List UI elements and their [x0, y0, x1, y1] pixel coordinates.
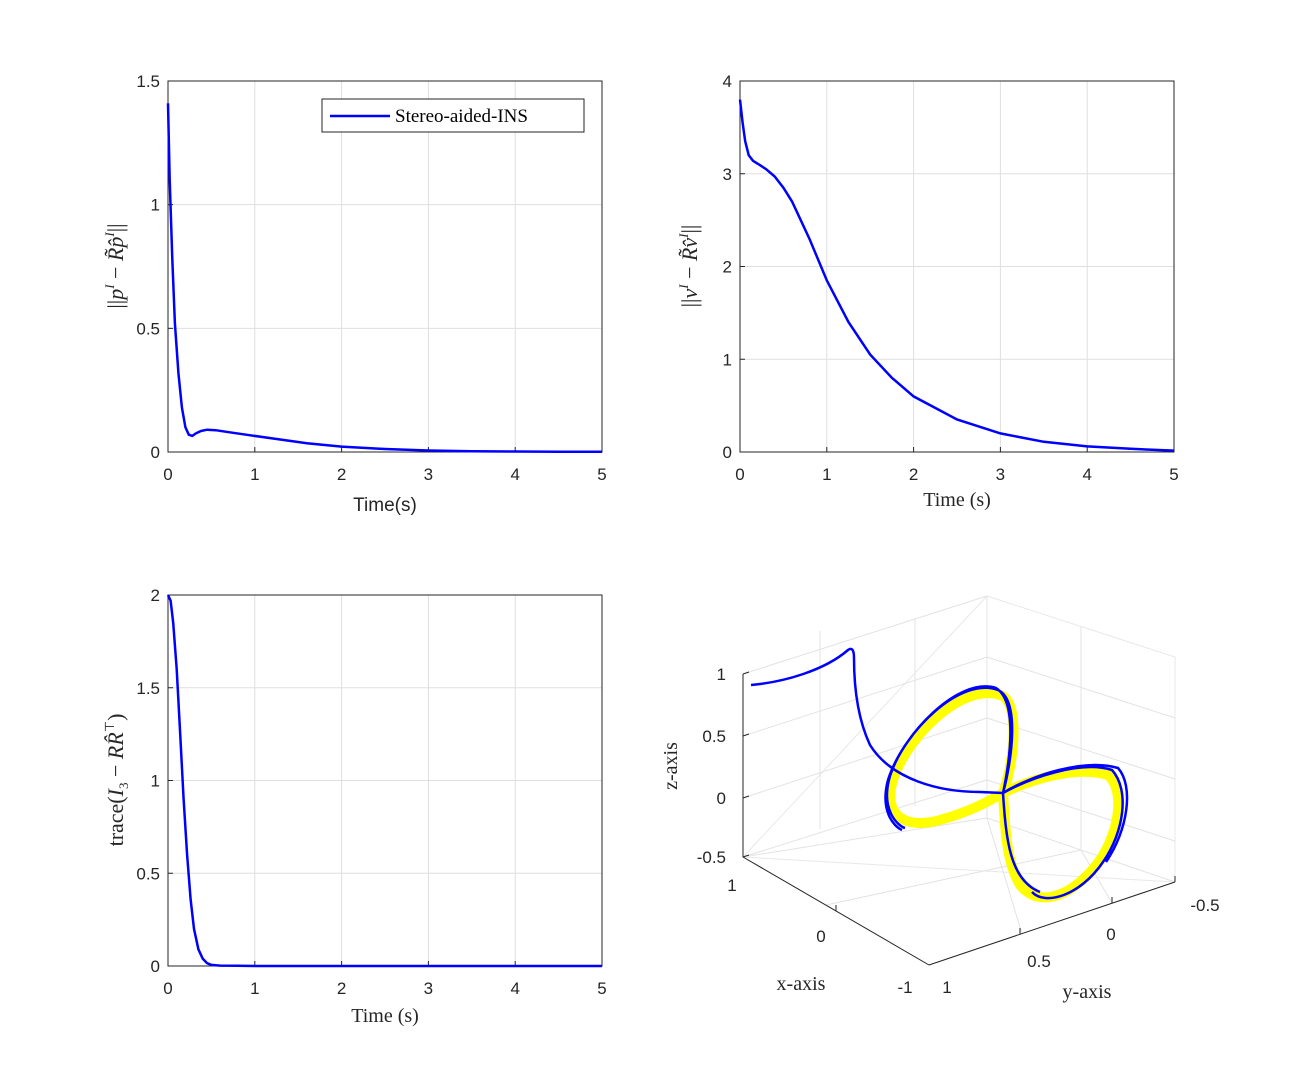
z-tick-label: 0.5 [702, 727, 726, 746]
panel-velocity-error: 0 1 2 3 4 5 0 1 2 3 4 Time (s) ||vI − R̃v̂I|| [676, 72, 1179, 511]
x-tick-label: 5 [1169, 465, 1178, 484]
x-tick-label: 1 [727, 876, 736, 895]
y-tick-label: 0 [151, 443, 160, 462]
x-tick-label: 2 [337, 979, 346, 998]
panel-position-error: 0 1 2 3 4 5 0 0.5 1 1.5 Time(s) ||pI − R̃p̂I|| St… [102, 72, 607, 516]
box-3d-wall-grid [741, 595, 1176, 966]
y-tick-label: 2 [151, 586, 160, 605]
series-line [166, 594, 602, 968]
axes-frame [167, 80, 603, 453]
y-tick-label: 1 [723, 350, 732, 369]
y-axis-label: y-axis [1063, 981, 1112, 1003]
x-tick-label: 2 [337, 465, 346, 484]
box-3d-axes [742, 671, 1176, 966]
x-tick-label: 0 [816, 927, 825, 946]
z-tick-label: -0.5 [697, 848, 726, 867]
y-tick-label: 0 [723, 443, 732, 462]
panel-attitude-error: 0 1 2 3 4 5 0 0.5 1 1.5 2 Time (s) trace(I3 − RR̂⊤… [102, 586, 607, 1027]
y-tick-label: 4 [723, 72, 732, 91]
z-axis-label: z-axis [660, 742, 682, 790]
y-tick-label: -0.5 [1190, 896, 1219, 915]
z-tick-label: 1 [717, 665, 726, 684]
x-tick-label: 3 [996, 465, 1005, 484]
x-tick-label: 0 [163, 979, 172, 998]
x-axis-label: x-axis [777, 973, 826, 995]
y-tick-labels: 1 0.5 0 -0.5 [942, 896, 1219, 997]
x-tick-label: 0 [163, 465, 172, 484]
y-tick-label: 2 [723, 258, 732, 277]
series-line [166, 103, 602, 454]
x-tick-label: 3 [424, 465, 433, 484]
x-tick-labels: 1 0 -1 [727, 876, 912, 997]
x-tick-label: 4 [510, 465, 519, 484]
x-axis-label: Time(s) [353, 495, 417, 516]
y-tick-label: 0 [1106, 925, 1115, 944]
x-tick-label: 5 [597, 979, 606, 998]
y-tick-label: 1.5 [136, 679, 160, 698]
z-tick-label: 0 [717, 789, 726, 808]
y-axis-label: ||vI − R̃v̂I|| [676, 225, 702, 308]
y-axis-label: ||pI − R̃p̂I|| [102, 223, 128, 308]
legend-entry: Stereo-aided-INS [395, 106, 528, 127]
y-axis-label: trace(I3 − RR̂⊤) [102, 714, 131, 847]
series-line [738, 99, 1175, 452]
y-tick-label: 1.5 [136, 72, 160, 91]
y-tick-label: 1 [151, 772, 160, 791]
y-tick-label: 0.5 [136, 319, 160, 338]
x-axis-label: Time (s) [923, 489, 991, 511]
x-tick-label: -1 [897, 978, 912, 997]
x-tick-label: 1 [250, 979, 259, 998]
x-tick-label: 4 [1082, 465, 1091, 484]
x-tick-label: 1 [822, 465, 831, 484]
y-tick-label: 1 [151, 196, 160, 215]
y-tick-label: 1 [942, 978, 951, 997]
panel-3d-trajectory: 1 0.5 0 -0.5 1 0 -1 1 0.5 0 -0.5 x-axis … [660, 595, 1220, 1003]
y-tick-label: 0.5 [136, 864, 160, 883]
x-axis-label: Time (s) [351, 1005, 419, 1027]
x-tick-label: 5 [597, 465, 606, 484]
x-tick-label: 4 [510, 979, 519, 998]
x-tick-label: 2 [909, 465, 918, 484]
y-tick-label: 0.5 [1027, 952, 1051, 971]
estimated-trajectory [750, 647, 1129, 900]
legend: Stereo-aided-INS [321, 98, 585, 133]
x-tick-label: 1 [250, 465, 259, 484]
y-tick-label: 0 [151, 957, 160, 976]
z-tick-labels: 1 0.5 0 -0.5 [697, 665, 726, 867]
y-tick-label: 3 [723, 165, 732, 184]
x-tick-label: 3 [424, 979, 433, 998]
x-tick-label: 0 [735, 465, 744, 484]
